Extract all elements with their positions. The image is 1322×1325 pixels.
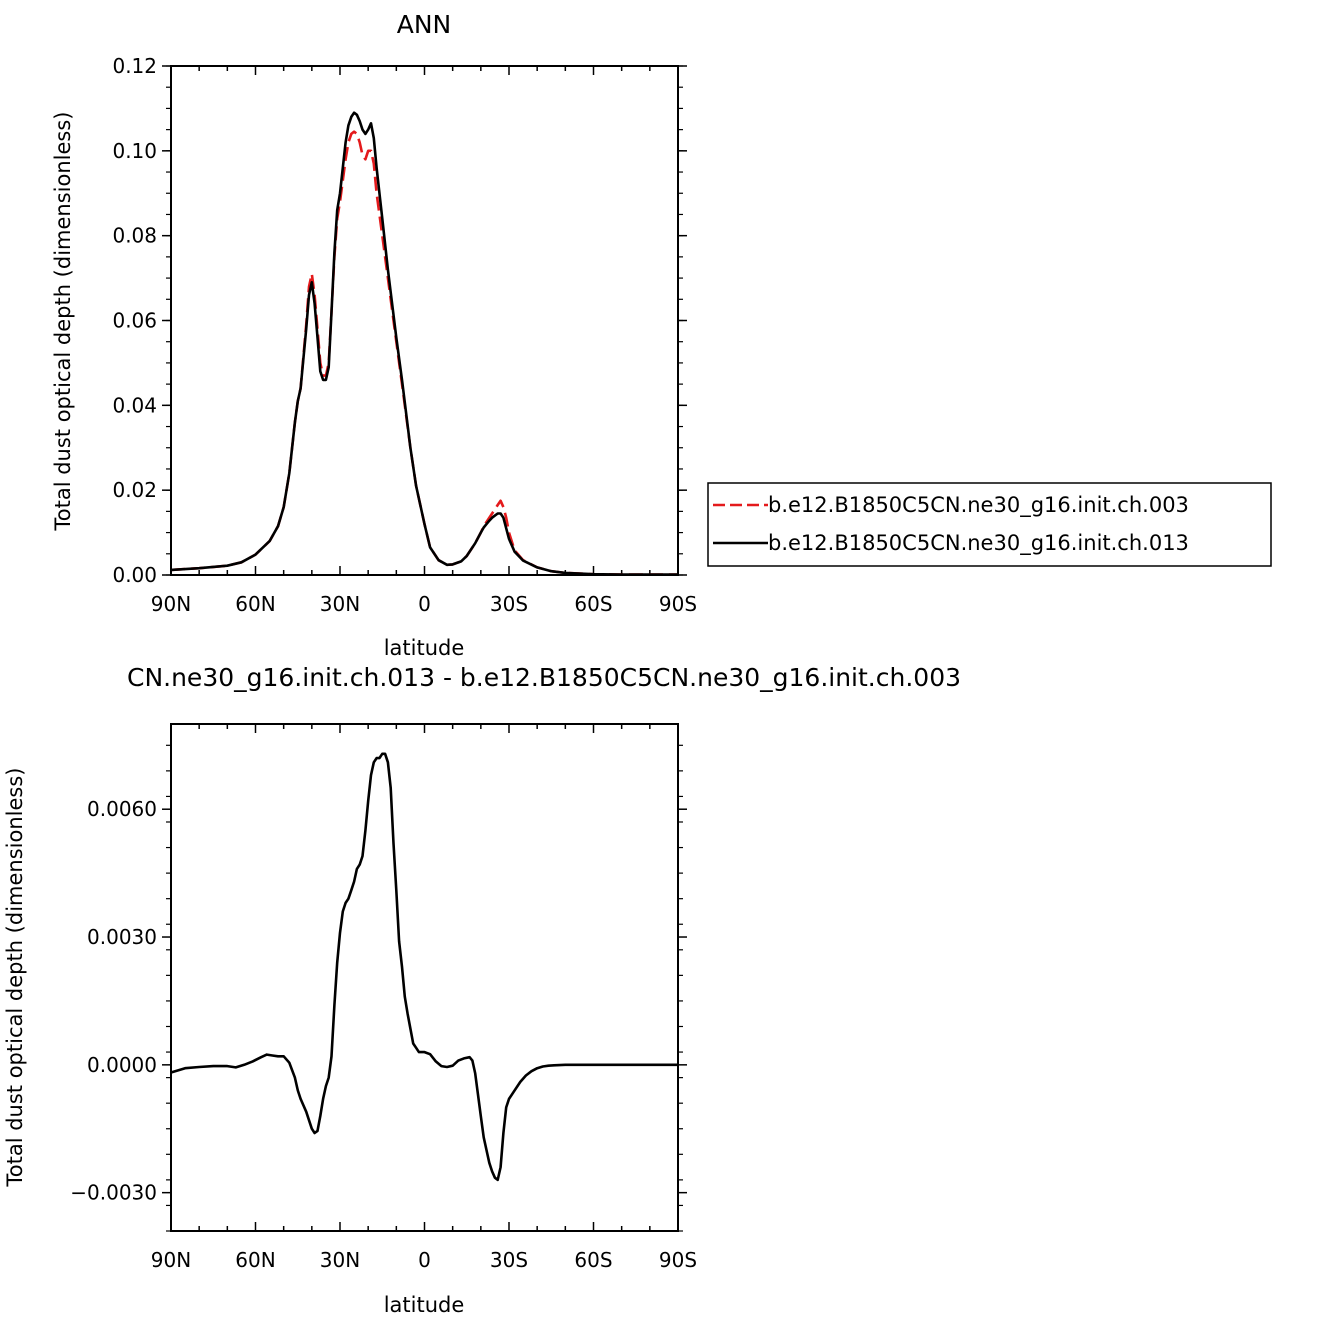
top-series-group bbox=[170, 111, 678, 576]
top-chart-title: ANN bbox=[397, 10, 452, 39]
x-tick-label: 30S bbox=[490, 1248, 528, 1272]
top-plot-frame bbox=[170, 65, 679, 576]
y-tick-label: 0.0060 bbox=[87, 797, 157, 821]
x-tick-label: 90S bbox=[659, 592, 697, 616]
x-tick-label: 60S bbox=[574, 1248, 612, 1272]
top-panel: ANN 90N 60N 30N 0 30S 60S 90S 0.00 0.02 0.04 0.06… bbox=[51, 10, 697, 660]
bottom-chart-title: CN.ne30_g16.init.ch.013 - b.e12.B1850C5C… bbox=[127, 663, 961, 692]
x-tick-label: 0 bbox=[418, 592, 431, 616]
y-tick-label: 0.12 bbox=[112, 54, 157, 78]
x-tick-label: 90N bbox=[151, 592, 191, 616]
series-line-2 bbox=[170, 111, 678, 576]
y-tick-label: 0.0000 bbox=[87, 1053, 157, 1077]
x-tick-label: 90N bbox=[151, 1248, 191, 1272]
series-line-1 bbox=[170, 130, 678, 576]
bottom-x-axis-title: latitude bbox=[384, 1293, 465, 1317]
top-y-axis-title: Total dust optical depth (dimensionless) bbox=[51, 112, 75, 532]
y-tick-label: 0.06 bbox=[112, 309, 157, 333]
y-tick-label: −0.0030 bbox=[70, 1181, 157, 1205]
bottom-plot-frame bbox=[170, 723, 679, 1232]
x-tick-label: 60N bbox=[235, 592, 275, 616]
series-line-1 bbox=[170, 752, 678, 1182]
top-x-tick-labels: 90N 60N 30N 0 30S 60S 90S bbox=[151, 592, 697, 616]
bottom-y-axis-title: Total dust optical depth (dimensionless) bbox=[3, 768, 27, 1188]
legend-label-013: b.e12.B1850C5CN.ne30_g16.init.ch.013 bbox=[768, 531, 1189, 556]
top-x-axis-title: latitude bbox=[384, 636, 465, 660]
y-tick-label: 0.08 bbox=[112, 224, 157, 248]
x-tick-label: 60N bbox=[235, 1248, 275, 1272]
x-tick-label: 30N bbox=[320, 1248, 360, 1272]
bottom-series-group bbox=[170, 752, 678, 1182]
top-y-tick-labels: 0.00 0.02 0.04 0.06 0.08 0.10 0.12 bbox=[112, 54, 157, 587]
legend-label-003: b.e12.B1850C5CN.ne30_g16.init.ch.003 bbox=[768, 493, 1189, 518]
bottom-panel: CN.ne30_g16.init.ch.013 - b.e12.B1850C5C… bbox=[3, 663, 961, 1317]
x-tick-label: 90S bbox=[659, 1248, 697, 1272]
y-tick-label: 0.10 bbox=[112, 139, 157, 163]
x-tick-label: 30N bbox=[320, 592, 360, 616]
bottom-axis-ticks bbox=[162, 724, 687, 1232]
y-tick-label: 0.0030 bbox=[87, 925, 157, 949]
legend-box bbox=[707, 482, 1272, 567]
x-tick-label: 30S bbox=[490, 592, 528, 616]
top-axis-ticks bbox=[162, 65, 687, 576]
y-tick-label: 0.00 bbox=[112, 563, 157, 587]
y-tick-label: 0.02 bbox=[112, 478, 157, 502]
x-tick-label: 60S bbox=[574, 592, 612, 616]
x-tick-label: 0 bbox=[418, 1248, 431, 1272]
bottom-y-tick-labels: −0.0030 0.0000 0.0030 0.0060 bbox=[70, 797, 157, 1204]
y-tick-label: 0.04 bbox=[112, 393, 157, 417]
legend: b.e12.B1850C5CN.ne30_g16.init.ch.003 b.e… bbox=[707, 482, 1272, 567]
bottom-x-tick-labels: 90N 60N 30N 0 30S 60S 90S bbox=[151, 1248, 697, 1272]
